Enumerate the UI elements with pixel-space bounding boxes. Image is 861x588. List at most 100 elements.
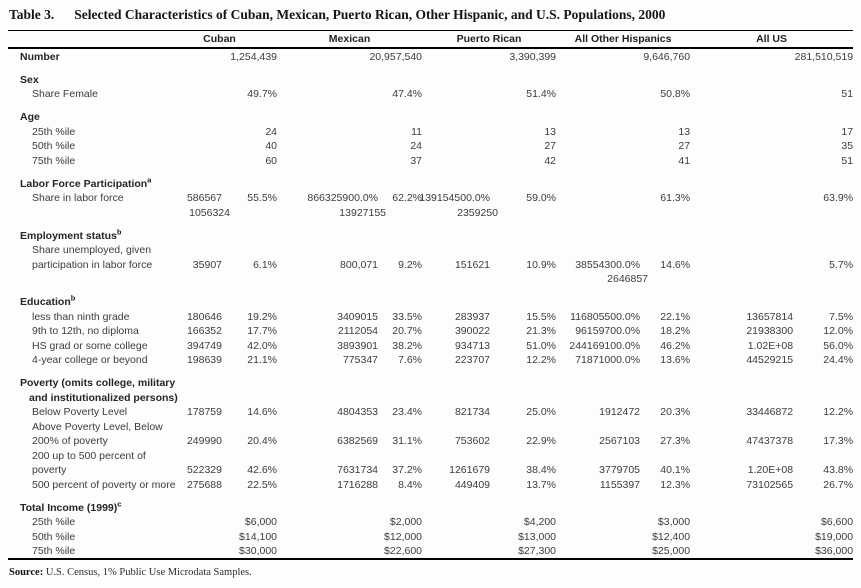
table-body: Number 1,254,439 20,957,540 3,390,399 9,646,… [8, 48, 854, 560]
row-label: 200 up to 500 percent of [32, 449, 146, 462]
cell [162, 243, 222, 258]
cell-value: 12.2% [526, 354, 557, 366]
cell-value: 7.6% [398, 354, 423, 366]
table-row: Sex [8, 64, 853, 87]
row-label: 75th %ile [32, 154, 76, 167]
cell [222, 390, 277, 405]
cell: 51 [793, 87, 853, 102]
cell: 22.9% [490, 434, 556, 449]
cell-value: 449409 [454, 478, 491, 491]
table-row: Educationb [8, 286, 853, 309]
cell-value: 41 [678, 154, 691, 167]
cell [490, 168, 556, 191]
cell [162, 419, 222, 434]
cell: 27 [640, 139, 690, 154]
cell-value: 15.5% [526, 310, 557, 323]
cell: 46.2% [640, 338, 690, 353]
cell [793, 220, 853, 243]
cell: $36,000 [793, 544, 853, 560]
cell-value: 42.0% [247, 339, 278, 352]
cell-value: 26.7% [823, 478, 854, 491]
cell [422, 529, 490, 544]
cell-value: 281,510,519 [794, 50, 854, 63]
table-row: Above Poverty Level, Below [8, 419, 853, 434]
cell-value: 6.1% [253, 258, 278, 271]
cell: 35 [793, 139, 853, 154]
cell-value: 390022 [454, 325, 491, 337]
cell [556, 124, 640, 139]
cell-value: 9.2% [398, 258, 423, 271]
cell-value: 14.6% [247, 406, 278, 418]
cell: 22.5% [222, 477, 277, 492]
cell [793, 492, 853, 515]
cell [556, 515, 640, 530]
cell-value: 38554300.0% [575, 258, 641, 271]
cell: 27 [490, 139, 556, 154]
cell-value: 13.6% [660, 354, 691, 366]
table-row: 1056324 13927155 2359250 [8, 205, 853, 220]
cell [490, 272, 556, 287]
cell [556, 448, 640, 463]
cell: 73102565 [690, 477, 793, 492]
cell: 13 [490, 124, 556, 139]
cell [277, 139, 378, 154]
cell-value: $6,000 [244, 516, 278, 528]
cell [556, 64, 640, 87]
cell: 24.4% [793, 353, 853, 368]
cell [640, 243, 690, 258]
table-row: 50th %ile 40 24 27 27 35 [8, 139, 853, 154]
cell [490, 286, 556, 309]
cell [277, 87, 378, 102]
cell [422, 272, 490, 287]
cell [222, 367, 277, 390]
cell-value: 139154500.0% [419, 192, 491, 204]
cell [640, 367, 690, 390]
cell: 1912472 [556, 405, 640, 420]
cell: 522329 [162, 463, 222, 478]
cell-value: 166352 [186, 325, 222, 337]
cell-value: 23.4% [392, 406, 423, 418]
source-label: Source: [9, 567, 44, 578]
cell-value: 71871000.0% [575, 354, 641, 366]
footnote-reference: b [116, 227, 122, 236]
cell: 42.0% [222, 338, 277, 353]
cell-value: 33446872 [746, 406, 794, 418]
cell-value: 49.7% [247, 88, 278, 100]
cell [162, 101, 222, 124]
cell: 8.4% [378, 477, 422, 492]
table-row: Employment statusb [8, 220, 853, 243]
cell: 27.3% [640, 434, 690, 449]
cell-value: 17.3% [823, 435, 854, 447]
cell-value: 51 [841, 88, 854, 100]
cell [556, 390, 640, 405]
row-label: Below Poverty Level [32, 406, 128, 418]
table-row: 200% of poverty 249990 20.4% 6382569 31.1% 75… [8, 434, 853, 449]
row-label: less than ninth grade [32, 310, 130, 323]
cell [640, 64, 690, 87]
cell [556, 367, 640, 390]
cell [793, 243, 853, 258]
column-header-all-us: All US [756, 33, 788, 45]
cell [640, 390, 690, 405]
cell-value: $6,600 [820, 516, 854, 528]
table-row: Total Income (1999)c [8, 492, 853, 515]
cell: 21.3% [490, 324, 556, 339]
cell: 12.2% [490, 353, 556, 368]
cell-value: 753602 [454, 435, 491, 447]
table-row: Poverty (omits college, military [8, 367, 853, 390]
cell [422, 101, 490, 124]
cell [162, 139, 222, 154]
cell-value: 27 [678, 140, 691, 152]
cell [793, 272, 853, 287]
cell: 63.9% [793, 191, 853, 206]
cell: 33.5% [378, 309, 422, 324]
row-label: Educationb [20, 293, 76, 308]
cell-value: 178759 [186, 406, 222, 418]
cell [222, 220, 277, 243]
cell: 38.2% [378, 338, 422, 353]
cell: 37.2% [378, 463, 422, 478]
cell-value: 62.2% [392, 192, 423, 204]
cell-value: 821734 [454, 406, 491, 418]
cell-value: 24 [410, 140, 423, 152]
